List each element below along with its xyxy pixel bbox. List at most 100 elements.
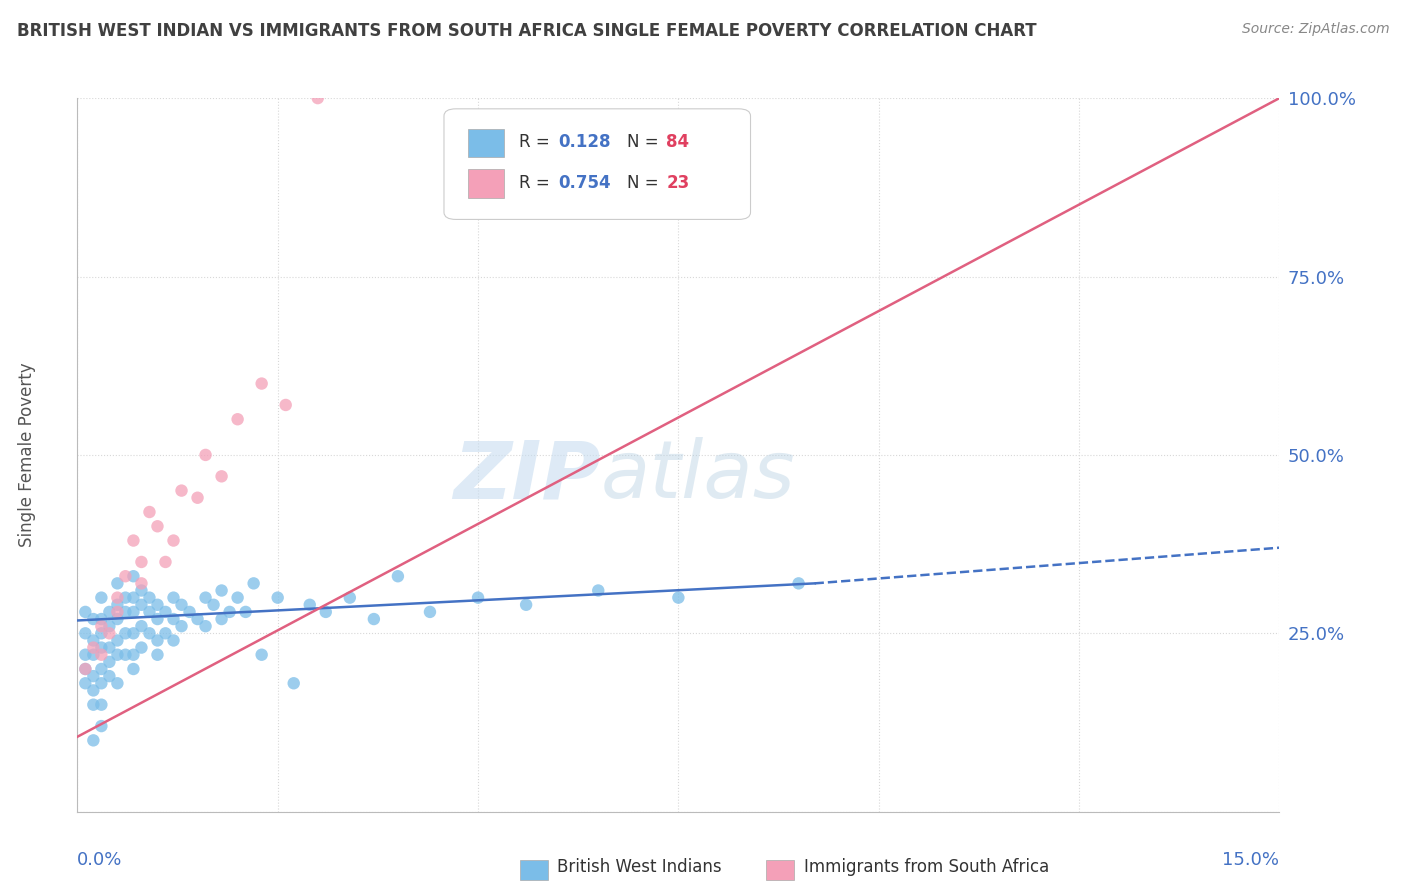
Point — [179, 605, 201, 619]
Point — [170, 483, 193, 498]
Text: N =: N = — [627, 174, 664, 192]
Point — [146, 648, 169, 662]
Point — [170, 598, 193, 612]
Point — [226, 412, 249, 426]
Point — [250, 648, 273, 662]
Point — [107, 648, 129, 662]
Point — [155, 555, 177, 569]
Point — [146, 633, 169, 648]
Point — [211, 469, 233, 483]
Point — [363, 612, 385, 626]
Point — [107, 612, 129, 626]
Point — [194, 448, 217, 462]
Point — [122, 648, 145, 662]
Text: 15.0%: 15.0% — [1222, 851, 1279, 869]
Text: BRITISH WEST INDIAN VS IMMIGRANTS FROM SOUTH AFRICA SINGLE FEMALE POVERTY CORREL: BRITISH WEST INDIAN VS IMMIGRANTS FROM S… — [17, 22, 1036, 40]
Text: N =: N = — [627, 134, 664, 152]
Point — [131, 555, 153, 569]
Point — [419, 605, 441, 619]
Point — [107, 633, 129, 648]
Point — [588, 583, 610, 598]
Point — [75, 662, 97, 676]
Point — [146, 612, 169, 626]
Point — [98, 619, 121, 633]
Point — [82, 669, 104, 683]
Point — [90, 591, 112, 605]
Text: Immigrants from South Africa: Immigrants from South Africa — [804, 858, 1049, 876]
Point — [787, 576, 810, 591]
Point — [98, 669, 121, 683]
Point — [467, 591, 489, 605]
Point — [162, 591, 184, 605]
Text: British West Indians: British West Indians — [557, 858, 721, 876]
Point — [138, 591, 160, 605]
Point — [170, 619, 193, 633]
Point — [131, 619, 153, 633]
Point — [114, 569, 136, 583]
Point — [90, 612, 112, 626]
Point — [162, 612, 184, 626]
Point — [90, 648, 112, 662]
Point — [90, 698, 112, 712]
Point — [226, 591, 249, 605]
Point — [307, 91, 329, 105]
Point — [138, 605, 160, 619]
Point — [218, 605, 240, 619]
Point — [138, 505, 160, 519]
Point — [82, 633, 104, 648]
Point — [138, 626, 160, 640]
Point — [98, 640, 121, 655]
Point — [187, 612, 209, 626]
Point — [235, 605, 257, 619]
Text: Single Female Poverty: Single Female Poverty — [18, 363, 35, 547]
Point — [98, 605, 121, 619]
Point — [90, 619, 112, 633]
Text: 23: 23 — [666, 174, 689, 192]
Point — [155, 626, 177, 640]
Point — [515, 598, 537, 612]
Point — [122, 626, 145, 640]
FancyBboxPatch shape — [444, 109, 751, 219]
Point — [187, 491, 209, 505]
Point — [82, 733, 104, 747]
Point — [202, 598, 225, 612]
Point — [250, 376, 273, 391]
Point — [122, 569, 145, 583]
Point — [339, 591, 361, 605]
Point — [75, 648, 97, 662]
Point — [107, 591, 129, 605]
Point — [274, 398, 297, 412]
Point — [107, 576, 129, 591]
Point — [90, 640, 112, 655]
Point — [131, 598, 153, 612]
Point — [90, 719, 112, 733]
Point — [114, 626, 136, 640]
Point — [146, 519, 169, 533]
Point — [82, 648, 104, 662]
Point — [82, 640, 104, 655]
Point — [75, 626, 97, 640]
Point — [267, 591, 290, 605]
Text: 0.0%: 0.0% — [77, 851, 122, 869]
Point — [162, 533, 184, 548]
Point — [131, 576, 153, 591]
Point — [98, 655, 121, 669]
Point — [90, 676, 112, 690]
Text: ZIP: ZIP — [453, 437, 600, 516]
Text: atlas: atlas — [600, 437, 794, 516]
Point — [82, 683, 104, 698]
Text: R =: R = — [519, 174, 554, 192]
Text: R =: R = — [519, 134, 554, 152]
FancyBboxPatch shape — [468, 128, 505, 157]
Point — [283, 676, 305, 690]
Point — [242, 576, 264, 591]
Point — [315, 605, 337, 619]
Text: 0.128: 0.128 — [558, 134, 610, 152]
Point — [668, 591, 690, 605]
FancyBboxPatch shape — [468, 169, 505, 198]
Point — [194, 591, 217, 605]
Point — [82, 612, 104, 626]
Point — [155, 605, 177, 619]
Point — [211, 612, 233, 626]
Point — [387, 569, 409, 583]
